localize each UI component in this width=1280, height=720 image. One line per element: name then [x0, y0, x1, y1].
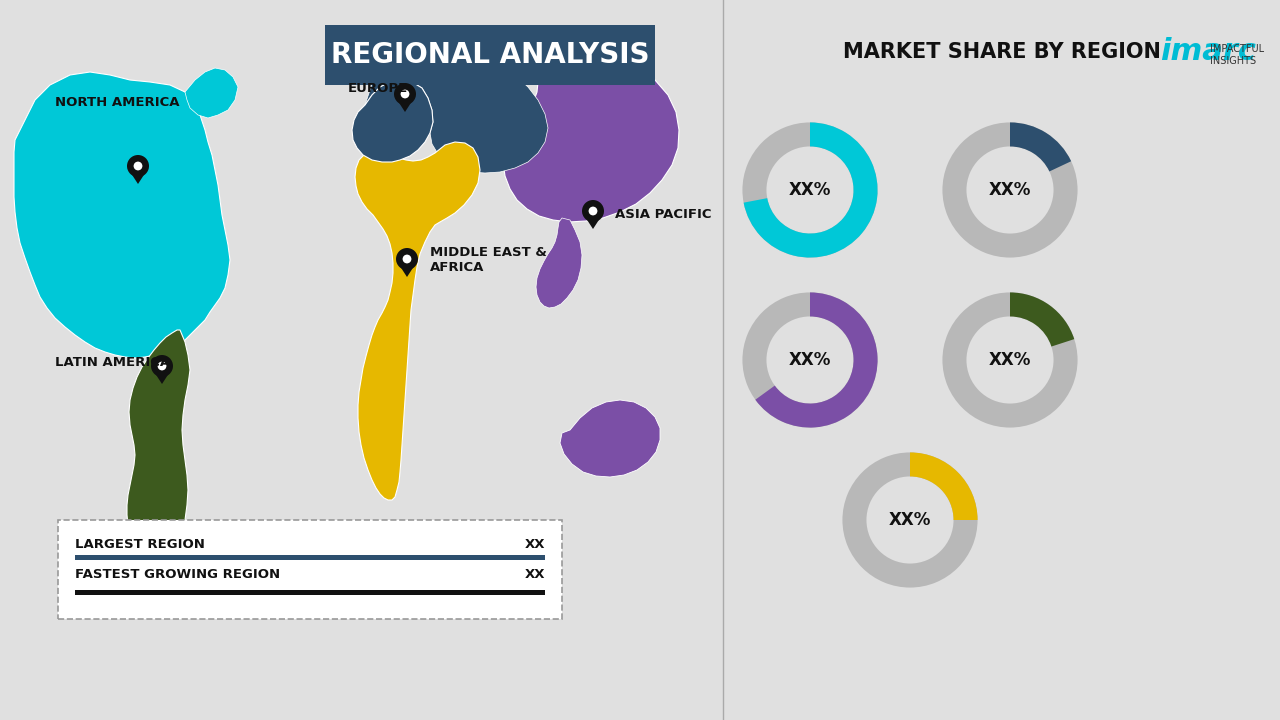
Wedge shape — [842, 452, 978, 588]
Text: NORTH AMERICA: NORTH AMERICA — [55, 96, 179, 109]
Text: XX: XX — [525, 538, 545, 551]
Wedge shape — [942, 292, 1078, 428]
Polygon shape — [503, 46, 678, 222]
Polygon shape — [352, 80, 433, 162]
Circle shape — [127, 155, 148, 177]
Polygon shape — [394, 96, 416, 112]
Wedge shape — [744, 122, 878, 258]
Polygon shape — [14, 72, 230, 358]
Circle shape — [401, 89, 410, 99]
Text: ASIA PACIFIC: ASIA PACIFIC — [614, 209, 712, 222]
Polygon shape — [128, 168, 148, 184]
Text: IMPACTFUL
INSIGHTS: IMPACTFUL INSIGHTS — [1210, 44, 1265, 66]
Circle shape — [133, 161, 142, 171]
Text: XX%: XX% — [788, 181, 831, 199]
Polygon shape — [397, 261, 417, 277]
Text: imarc: imarc — [1160, 37, 1256, 66]
FancyBboxPatch shape — [325, 25, 655, 85]
Polygon shape — [561, 400, 660, 477]
Polygon shape — [186, 68, 238, 118]
FancyBboxPatch shape — [58, 520, 562, 619]
Polygon shape — [355, 142, 480, 500]
Bar — [76, 555, 545, 560]
Circle shape — [582, 200, 604, 222]
Text: FASTEST GROWING REGION: FASTEST GROWING REGION — [76, 569, 280, 582]
Polygon shape — [536, 218, 582, 308]
Wedge shape — [910, 452, 978, 520]
Circle shape — [403, 255, 411, 264]
Wedge shape — [742, 292, 878, 428]
Text: REGIONAL ANALYSIS: REGIONAL ANALYSIS — [330, 41, 649, 69]
Wedge shape — [1010, 122, 1071, 171]
Text: XX%: XX% — [788, 351, 831, 369]
Circle shape — [589, 207, 598, 215]
Polygon shape — [365, 50, 548, 173]
Text: EUROPE: EUROPE — [348, 81, 408, 94]
Text: XX%: XX% — [989, 181, 1032, 199]
Polygon shape — [582, 213, 603, 229]
Wedge shape — [1010, 292, 1074, 346]
Polygon shape — [127, 330, 189, 563]
Wedge shape — [942, 122, 1078, 258]
Circle shape — [157, 361, 166, 370]
Text: MARKET SHARE BY REGION: MARKET SHARE BY REGION — [842, 42, 1161, 62]
Polygon shape — [151, 368, 173, 384]
Circle shape — [394, 83, 416, 105]
Text: XX: XX — [525, 569, 545, 582]
Text: LARGEST REGION: LARGEST REGION — [76, 538, 205, 551]
Bar — [76, 590, 545, 595]
Circle shape — [396, 248, 419, 270]
Text: XX%: XX% — [888, 511, 931, 529]
Wedge shape — [755, 292, 878, 428]
Text: MIDDLE EAST &
AFRICA: MIDDLE EAST & AFRICA — [430, 246, 547, 274]
Circle shape — [151, 355, 173, 377]
Wedge shape — [742, 122, 878, 258]
Text: LATIN AMERICA: LATIN AMERICA — [55, 356, 170, 369]
Text: XX%: XX% — [989, 351, 1032, 369]
